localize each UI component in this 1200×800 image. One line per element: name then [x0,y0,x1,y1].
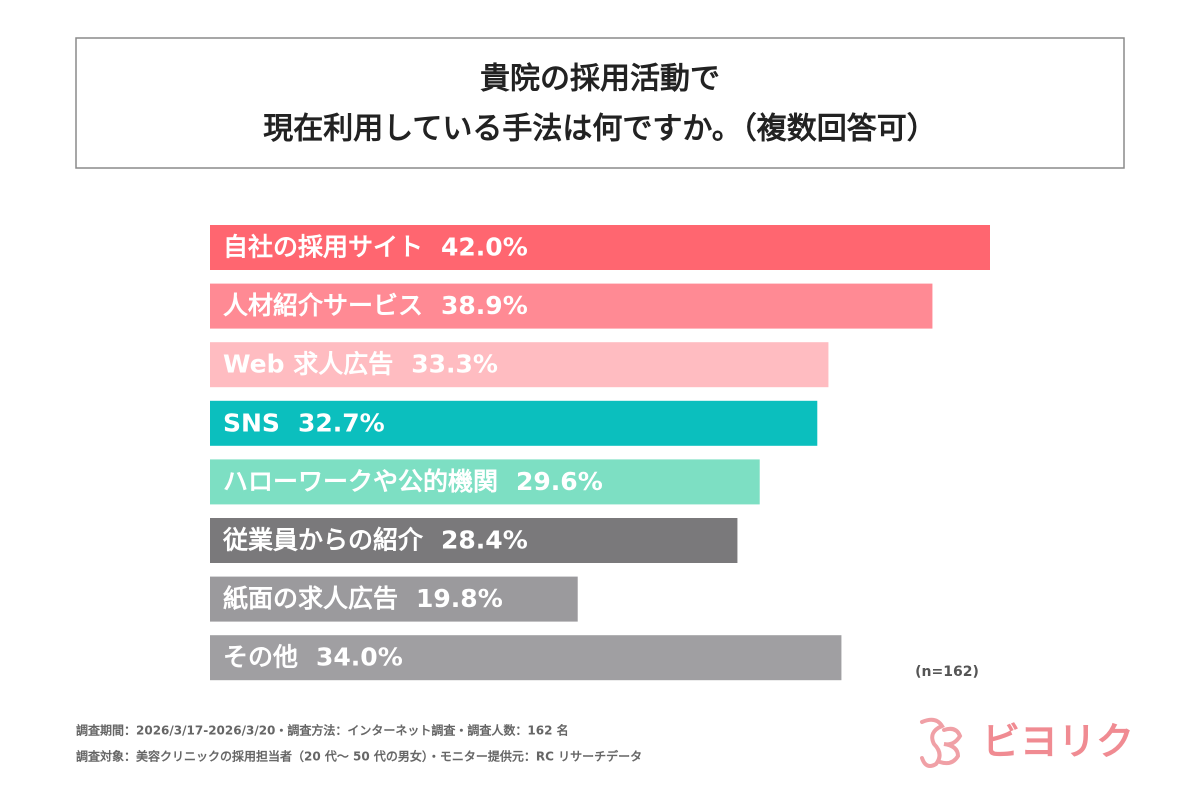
value-label: 28.4% [441,526,528,555]
chart-title: 貴院の採用活動で [480,62,720,97]
bar-label: ハローワークや公的機関 29.6% [223,467,603,496]
bar [210,400,818,446]
value-label: 33.3% [411,350,498,379]
footnote: 調査対象：美容クリニックの採用担当者（20 代〜 50 代の男女）・モニター提供… [76,749,642,764]
bar [210,342,829,388]
category-label: ハローワークや公的機関 [223,467,498,496]
bar-label: Web 求人広告 33.3% [223,350,498,379]
bar-label: SNS 32.7% [223,408,385,437]
value-label: 34.0% [316,643,403,672]
bar-label: 従業員からの紹介 28.4% [222,526,528,555]
value-label: 42.0% [441,233,528,262]
title-box [75,37,1125,169]
bar [210,283,933,329]
bar [210,225,990,270]
bar-label: 人材紹介サービス 38.9% [223,291,528,320]
sample-note: (n=162) [915,664,979,680]
chart-title: 現在利用している手法は何ですか。（複数回答可） [263,112,937,147]
value-label: 29.6% [516,467,603,496]
bar [210,635,842,681]
value-label: 19.8% [416,584,503,613]
category-label: その他 [223,643,298,672]
category-label: 自社の採用サイト [223,233,423,262]
category-label: 人材紹介サービス [223,291,423,320]
bar [210,576,578,622]
category-label: 紙面の求人広告 [223,584,398,613]
category-label: SNS [223,408,280,437]
value-label: 32.7% [298,408,385,437]
bar-label: その他 34.0% [223,643,403,672]
logo-icon [920,717,963,768]
bar-label: 自社の採用サイト 42.0% [223,233,528,262]
bar-label: 紙面の求人広告 19.8% [223,584,503,613]
bar [210,518,738,563]
category-label: 従業員からの紹介 [222,526,424,555]
category-label: Web 求人広告 [223,350,393,379]
value-label: 38.9% [441,291,528,320]
logo-text: ビヨリク [982,720,1134,764]
bar [210,459,760,505]
footnote: 調査期間：2026/3/17-2026/3/20・調査方法：インターネット調査・… [76,723,569,738]
